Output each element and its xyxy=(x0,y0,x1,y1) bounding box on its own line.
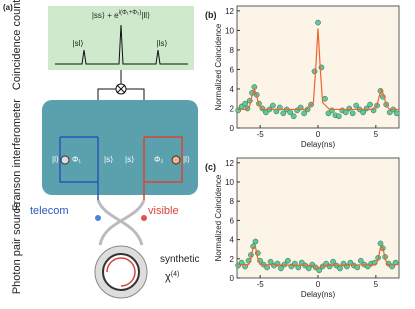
point xyxy=(290,113,297,120)
chi-label: χ(4) xyxy=(165,271,179,283)
photon xyxy=(95,215,101,221)
panel-label: (c) xyxy=(205,162,216,172)
y-tick-label: 12 xyxy=(225,7,234,16)
x-tick-label: -5 xyxy=(257,130,265,139)
point xyxy=(377,240,384,247)
point xyxy=(270,102,276,109)
point xyxy=(389,263,395,270)
panel-label: (a) xyxy=(3,3,13,12)
point xyxy=(273,108,280,115)
y-tick-label: 2 xyxy=(230,104,235,113)
arm-label: |s⟩ xyxy=(125,155,134,164)
phase xyxy=(60,155,70,165)
fit-line xyxy=(237,246,399,270)
y-tick-label: 8 xyxy=(230,197,235,206)
point xyxy=(330,258,336,265)
x-tick-label: 0 xyxy=(316,280,321,289)
ring xyxy=(102,253,140,291)
point xyxy=(297,104,304,111)
arm-label: Φ₁ xyxy=(72,155,81,164)
y-axis-label: Normalized Coincidence xyxy=(214,23,223,110)
y-tick-label: 8 xyxy=(230,46,235,55)
arm-label: |l⟩ xyxy=(52,155,59,164)
y-tick-label: 4 xyxy=(230,236,235,245)
phase xyxy=(171,155,181,165)
point xyxy=(329,107,335,114)
point xyxy=(346,105,353,112)
x-tick-label: -5 xyxy=(257,280,265,289)
point xyxy=(353,102,360,109)
point xyxy=(276,104,283,111)
point xyxy=(326,263,333,270)
point xyxy=(242,263,248,270)
y-tick-label: 6 xyxy=(230,216,235,225)
fit-line xyxy=(237,28,399,111)
point xyxy=(242,100,248,107)
point xyxy=(354,264,361,271)
point xyxy=(315,19,321,26)
synthetic-label: synthetic xyxy=(160,254,199,265)
point xyxy=(349,110,356,117)
y-tick-label: 10 xyxy=(225,178,234,187)
point xyxy=(238,259,245,266)
point xyxy=(264,264,270,271)
red-arm xyxy=(143,136,183,200)
arm-label: |s⟩ xyxy=(104,155,113,164)
point xyxy=(357,257,364,264)
formula: |ss⟩ + ei(Φ₁+Φ₂)|ll⟩ xyxy=(92,10,150,20)
point xyxy=(335,113,342,120)
peaks-sketch xyxy=(55,24,188,65)
side-label: Coincidence counter xyxy=(11,0,23,90)
y-tick-label: 0 xyxy=(230,124,235,133)
y-tick-label: 10 xyxy=(225,26,234,35)
point xyxy=(367,101,373,108)
arm-label: |l⟩ xyxy=(183,155,190,164)
point xyxy=(393,110,400,117)
point xyxy=(280,110,287,117)
point xyxy=(278,265,284,272)
plot-area xyxy=(236,157,400,279)
interferometer-box xyxy=(42,100,198,195)
y-tick-label: 6 xyxy=(230,65,235,74)
point xyxy=(285,257,291,264)
y-tick-label: 4 xyxy=(230,85,235,94)
y-tick-label: 12 xyxy=(225,159,234,168)
telecom-label: telecom xyxy=(30,205,69,217)
y-axis-label: Normalized Coincidence xyxy=(214,174,223,261)
point xyxy=(311,68,318,75)
x-tick-label: 5 xyxy=(374,130,379,139)
point xyxy=(252,238,259,245)
counter-box xyxy=(48,6,194,70)
point xyxy=(322,95,328,102)
point xyxy=(337,265,343,272)
x-axis-label: Delay(ns) xyxy=(301,290,336,299)
y-tick-label: 0 xyxy=(230,274,235,283)
photon xyxy=(141,215,147,221)
panel-label: (b) xyxy=(205,10,217,20)
peak-label: |sl⟩ xyxy=(73,39,84,48)
wire xyxy=(97,84,145,130)
x-axis-label: Delay(ns) xyxy=(301,140,336,149)
side-label: Photon pair source xyxy=(11,202,23,294)
x-tick-label: 0 xyxy=(316,130,321,139)
x-tick-label: 5 xyxy=(374,280,379,289)
visible-label: visible xyxy=(148,205,179,217)
blue-arm xyxy=(59,136,99,200)
point xyxy=(301,110,307,117)
ring-arrow xyxy=(106,257,136,287)
peak-label: |ls⟩ xyxy=(157,39,168,48)
y-tick-label: 2 xyxy=(230,255,235,264)
point xyxy=(392,259,399,266)
beams xyxy=(96,199,146,246)
arm-label: Φ₂ xyxy=(154,155,164,164)
side-label: Franson interferometer xyxy=(11,99,23,211)
